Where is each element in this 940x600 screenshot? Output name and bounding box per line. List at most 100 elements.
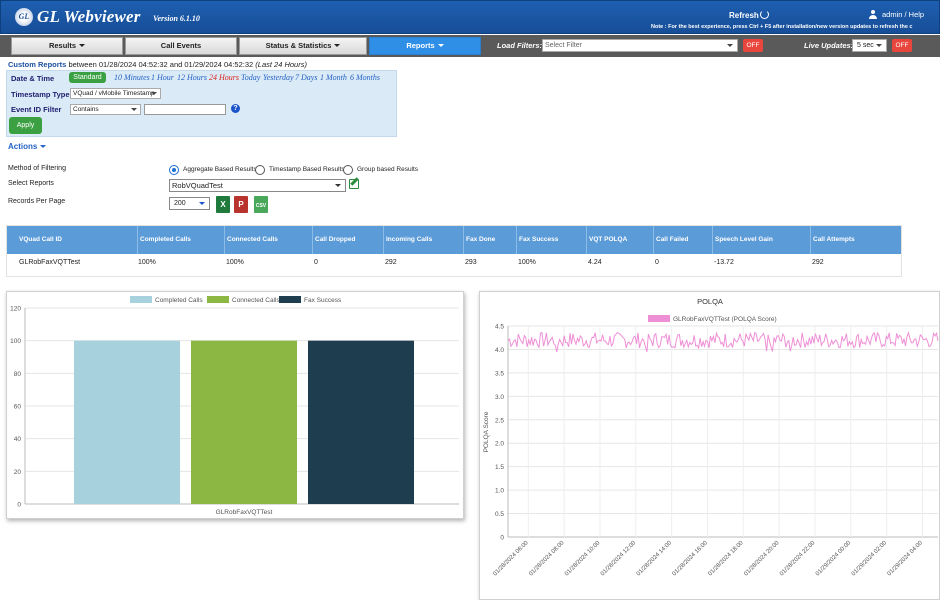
live-updates-off-button[interactable]: OFF	[892, 39, 912, 52]
column-header[interactable]: VQT POLQA	[586, 226, 653, 254]
y-tick-label: 4.0	[495, 347, 504, 354]
x-tick-label: 01/28/2024 08:00	[528, 540, 566, 578]
tab-status-statistics-label: Status & Statistics	[265, 41, 332, 50]
select-reports-dropdown[interactable]: RobVQuadTest	[169, 179, 346, 192]
time-option-24-hours[interactable]: 24 Hours	[209, 73, 240, 82]
y-tick-label: 80	[14, 371, 22, 378]
chevron-down-icon	[335, 184, 341, 187]
radio-group-based[interactable]	[343, 165, 353, 175]
chevron-down-icon	[727, 44, 733, 47]
refresh-label: Refresh	[729, 11, 759, 20]
records-per-page-value: 200	[174, 200, 186, 207]
y-tick-label: 1.0	[495, 488, 504, 495]
y-tick-label: 120	[10, 306, 21, 313]
x-tick-label: 01/28/2024 06:00	[492, 540, 530, 578]
live-updates-interval-value: 5 sec	[857, 42, 874, 49]
load-filters-off-button[interactable]: OFF	[743, 39, 763, 52]
x-tick-label: 01/28/2024 18:00	[707, 540, 745, 578]
live-updates-label: Live Updates:	[804, 41, 854, 50]
chevron-down-icon	[131, 108, 137, 111]
column-header[interactable]: Incoming Calls	[383, 226, 463, 254]
main-navbar: Results Call Events Status & Statistics …	[0, 35, 940, 57]
legend-swatch	[279, 296, 301, 303]
column-header[interactable]: VQuad Call ID	[19, 236, 62, 243]
select-reports-label: Select Reports	[8, 180, 54, 187]
load-filters-label: Load Filters:	[497, 41, 543, 50]
table-cell: 293	[465, 259, 477, 266]
chevron-down-icon	[334, 44, 341, 47]
column-header[interactable]: Call Attempts	[810, 226, 901, 254]
legend-label: Fax Success	[304, 297, 342, 304]
column-header[interactable]: Speech Level Gain	[712, 226, 810, 254]
gl-logo-icon: GL	[15, 8, 33, 26]
time-option-1-hour[interactable]: 1 Hour	[151, 73, 174, 82]
column-header[interactable]: Fax Success	[516, 226, 586, 254]
polqa-chart-card: POLQA GLRobFaxVQTTest (POLQA Score) 0 0.5 1.…	[479, 291, 940, 600]
table-cell: 100%	[518, 259, 536, 266]
x-tick-label: 01/29/2024 02:00	[851, 540, 889, 578]
timestamp-type-label: Timestamp Type	[11, 90, 70, 99]
legend-label: GLRobFaxVQTTest (POLQA Score)	[673, 316, 777, 323]
tab-results-label: Results	[48, 41, 77, 50]
radio-timestamp-based[interactable]	[255, 165, 265, 175]
records-per-page-select[interactable]: 200	[169, 197, 210, 210]
time-option-6-months[interactable]: 6 Months	[350, 73, 380, 82]
table-cell: 100%	[226, 259, 244, 266]
table-cell: GLRobFaxVQTTest	[19, 259, 81, 266]
y-tick-label: 4.5	[495, 324, 504, 331]
y-tick-label: 2.0	[495, 441, 504, 448]
legend-swatch	[207, 296, 229, 303]
tab-results[interactable]: Results	[11, 37, 123, 55]
load-filters-select[interactable]: Select Filter	[542, 39, 738, 52]
apply-button[interactable]: Apply	[9, 117, 42, 134]
legend-label: Connected Calls	[232, 297, 280, 304]
help-icon[interactable]: ?	[231, 104, 240, 113]
column-header[interactable]: Connected Calls	[224, 226, 312, 254]
pdf-icon[interactable]: P	[234, 196, 248, 213]
y-tick-label: 2.5	[495, 417, 504, 424]
timestamp-type-value: VQuad / vMobile Timestamp	[73, 90, 155, 97]
tab-reports[interactable]: Reports	[369, 37, 481, 55]
time-option-1-month[interactable]: 1 Month	[320, 73, 347, 82]
timestamp-type-select[interactable]: VQuad / vMobile Timestamp	[70, 88, 161, 99]
event-id-filter-label: Event ID Filter	[11, 105, 62, 114]
tab-call-events[interactable]: Call Events	[125, 37, 237, 55]
column-header[interactable]: Call Failed	[653, 226, 712, 254]
table-cell: 292	[385, 259, 397, 266]
custom-report-title: Custom Reports	[8, 60, 67, 69]
table-cell: 292	[812, 259, 824, 266]
excel-icon[interactable]: X	[216, 196, 230, 213]
csv-icon[interactable]: CSV	[254, 196, 268, 213]
time-option-today[interactable]: Today	[241, 73, 261, 82]
actions-toggle[interactable]: Actions	[8, 142, 47, 151]
column-header[interactable]: Call Dropped	[312, 226, 383, 254]
event-id-filter-input[interactable]	[144, 104, 226, 115]
table-cell: 100%	[138, 259, 156, 266]
event-id-filter-mode-select[interactable]: Contains	[70, 104, 141, 115]
standard-button[interactable]: Standard	[69, 72, 106, 83]
x-tick-label: 01/28/2024 12:00	[600, 540, 638, 578]
time-option-10-minutes[interactable]: 10 Minutes	[114, 73, 150, 82]
live-updates-interval-select[interactable]: 5 sec	[852, 39, 887, 52]
tab-status-statistics[interactable]: Status & Statistics	[239, 37, 367, 55]
y-tick-label: 0.5	[495, 511, 504, 518]
refresh-button[interactable]: Refresh	[729, 10, 769, 20]
records-per-page-label: Records Per Page	[8, 198, 66, 205]
table-cell: 4.24	[588, 259, 602, 266]
radio-timestamp-based-label: Timestamp Based Results	[269, 166, 345, 173]
x-tick-label: 01/28/2024 22:00	[779, 540, 817, 578]
x-tick-label: GLRobFaxVQTTest	[216, 509, 273, 516]
column-header[interactable]: Fax Done	[463, 226, 516, 254]
time-option-yesterday[interactable]: Yesterday	[263, 73, 294, 82]
time-option-12-hours[interactable]: 12 Hours	[177, 73, 208, 82]
user-help-links[interactable]: admin / Help	[882, 10, 925, 19]
time-option-7-days[interactable]: 7 Days	[295, 73, 318, 82]
app-version: Version 6.1.10	[153, 14, 200, 23]
column-header[interactable]: Completed Calls	[137, 226, 224, 254]
series-line	[507, 331, 939, 353]
polqa-line-chart: POLQA GLRobFaxVQTTest (POLQA Score) 0 0.5 1.…	[483, 297, 939, 578]
edit-report-icon[interactable]	[349, 179, 359, 189]
y-tick-label: 1.5	[495, 464, 504, 471]
radio-aggregate-based[interactable]	[169, 165, 179, 175]
y-tick-label: 0	[500, 535, 504, 542]
